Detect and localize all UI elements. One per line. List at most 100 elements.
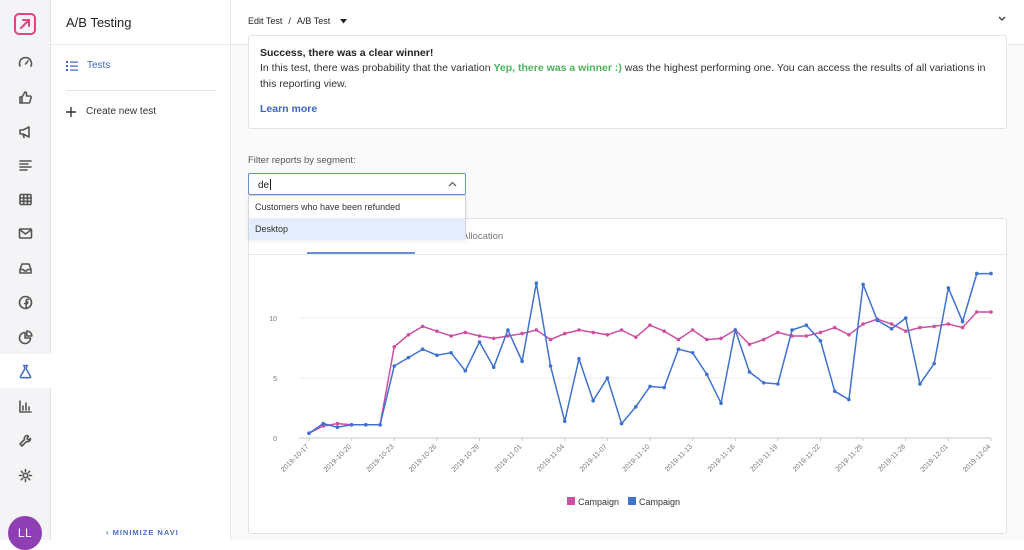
- banner-message: In this test, there was probability that…: [260, 61, 1000, 92]
- series-1-point: [932, 361, 936, 366]
- y-tick-label: 5: [273, 376, 277, 383]
- facebook-icon: [18, 295, 33, 309]
- wrench-icon: [19, 434, 32, 447]
- series-0-point: [591, 330, 595, 335]
- rail-item-speedometer[interactable]: [0, 45, 51, 79]
- caret-down-icon[interactable]: [340, 18, 348, 24]
- rail-item-flask[interactable]: [0, 354, 51, 388]
- series-1-point: [378, 423, 382, 427]
- series-0-point: [847, 333, 851, 337]
- x-tick-label: 2019-11-04: [536, 443, 566, 473]
- series-0-point: [776, 330, 780, 335]
- series-1-point: [733, 328, 738, 332]
- series-1-point: [690, 351, 695, 355]
- series-0-point: [932, 324, 936, 329]
- plus-icon: [66, 106, 76, 117]
- tab-traffic-allocation[interactable]: Traffic Allocation: [434, 231, 504, 242]
- series-0-point: [506, 334, 510, 338]
- chevron-down-icon[interactable]: [998, 16, 1006, 22]
- banner-message-start: In this test, there was probability that…: [260, 62, 494, 74]
- series-0-point: [562, 331, 567, 336]
- series-1-point: [619, 421, 624, 426]
- rail-item-table[interactable]: [0, 182, 51, 216]
- rail-item-wrench[interactable]: [0, 423, 51, 457]
- series-1-point: [392, 364, 397, 368]
- series-0-point: [392, 345, 397, 349]
- series-0-point: [463, 330, 468, 335]
- series-0-point: [918, 325, 922, 330]
- series-1-point: [818, 339, 823, 343]
- rail-item-bar-chart[interactable]: [0, 389, 51, 423]
- series-0-point: [633, 335, 638, 339]
- rail-item-envelope[interactable]: [0, 216, 51, 250]
- x-tick-label: 2019-10-17: [280, 443, 310, 473]
- series-0-point: [960, 325, 965, 330]
- rail-item-facebook[interactable]: [0, 285, 51, 319]
- envelope-icon: [18, 227, 33, 239]
- avatar[interactable]: LL: [8, 516, 42, 550]
- segment-filter-input[interactable]: de: [248, 173, 466, 195]
- series-1-point: [747, 370, 752, 374]
- learn-more-link[interactable]: Learn more: [260, 103, 318, 115]
- breadcrumb-current-test[interactable]: A/B Test: [296, 16, 331, 26]
- rail-item-megaphone[interactable]: [0, 114, 51, 148]
- series-1-point: [676, 347, 681, 351]
- rail-item-pie-chart[interactable]: [0, 320, 51, 354]
- create-new-test-button[interactable]: Create new test: [66, 106, 156, 117]
- series-0-point: [719, 336, 723, 341]
- report-card: Visits Conversion Rate Traffic Allocatio…: [248, 218, 1007, 534]
- table-icon: [19, 193, 32, 205]
- rail-item-thumbs-up[interactable]: [0, 80, 51, 114]
- series-1-point: [605, 376, 610, 380]
- series-1-point: [534, 281, 539, 285]
- series-1-point: [321, 421, 326, 426]
- series-0-point: [761, 337, 766, 342]
- series-0-point: [548, 337, 553, 342]
- rail-item-gear[interactable]: [0, 458, 51, 492]
- series-0-point: [861, 322, 865, 326]
- megaphone-icon: [19, 125, 30, 138]
- series-0-point: [605, 333, 610, 337]
- series-0-point: [889, 322, 894, 326]
- conversion-rate-chart: 0 5 10 2019-10-17 2019-10-20 2019-10-23 2019-1…: [269, 271, 993, 507]
- chevron-up-icon[interactable]: [448, 181, 457, 187]
- dropdown-option-desktop[interactable]: Desktop: [249, 218, 465, 240]
- app-logo-icon[interactable]: [14, 13, 36, 35]
- series-1-point: [633, 405, 638, 409]
- breadcrumb-edit-test[interactable]: Edit Test: [248, 16, 283, 26]
- x-tick-label: 2019-11-07: [579, 443, 609, 473]
- series-1-point: [491, 365, 496, 369]
- thumbs-up-icon: [19, 90, 32, 104]
- series-0-point: [747, 342, 752, 347]
- dropdown-option-refunded[interactable]: Customers who have been refunded: [255, 202, 401, 212]
- x-tick-label: 2019-11-10: [622, 443, 652, 473]
- series-0-point: [676, 337, 681, 342]
- app-title: A/B Testing: [66, 15, 132, 30]
- rail-item-text-lines[interactable]: [0, 148, 51, 182]
- series-1-point: [776, 382, 780, 386]
- series-0-point: [705, 337, 709, 342]
- winner-variation: Yep, there was a winner :): [493, 62, 622, 74]
- chevron-left-icon: ‹: [106, 528, 113, 537]
- rail-item-inbox[interactable]: [0, 251, 51, 285]
- inbox-icon: [19, 262, 32, 274]
- breadcrumb: Edit Test / A/B Test: [248, 16, 348, 26]
- banner-title: Success, there was a clear winner!: [260, 47, 434, 59]
- x-tick-label: 2019-12-01: [920, 443, 950, 473]
- series-1-point: [477, 340, 482, 344]
- banner-message-end: was the highest performing one. You can …: [260, 62, 986, 90]
- x-tick-label: 2019-11-13: [664, 443, 694, 473]
- nav-item-tests[interactable]: Tests: [66, 60, 110, 71]
- series-1-point: [335, 425, 340, 429]
- series-0-point: [435, 329, 439, 333]
- series-1-point: [548, 364, 553, 368]
- series-0-point: [648, 323, 652, 327]
- breadcrumb-separator: /: [288, 16, 291, 26]
- series-0-point: [420, 324, 425, 329]
- nav-item-tests-label: Tests: [87, 60, 111, 71]
- minimize-navi-button[interactable]: ‹ MINIMIZE NAVI: [106, 528, 179, 537]
- series-1-point: [435, 353, 439, 357]
- series-1-point: [562, 419, 567, 423]
- series-0-point: [406, 333, 411, 337]
- text-lines-icon: [19, 159, 32, 171]
